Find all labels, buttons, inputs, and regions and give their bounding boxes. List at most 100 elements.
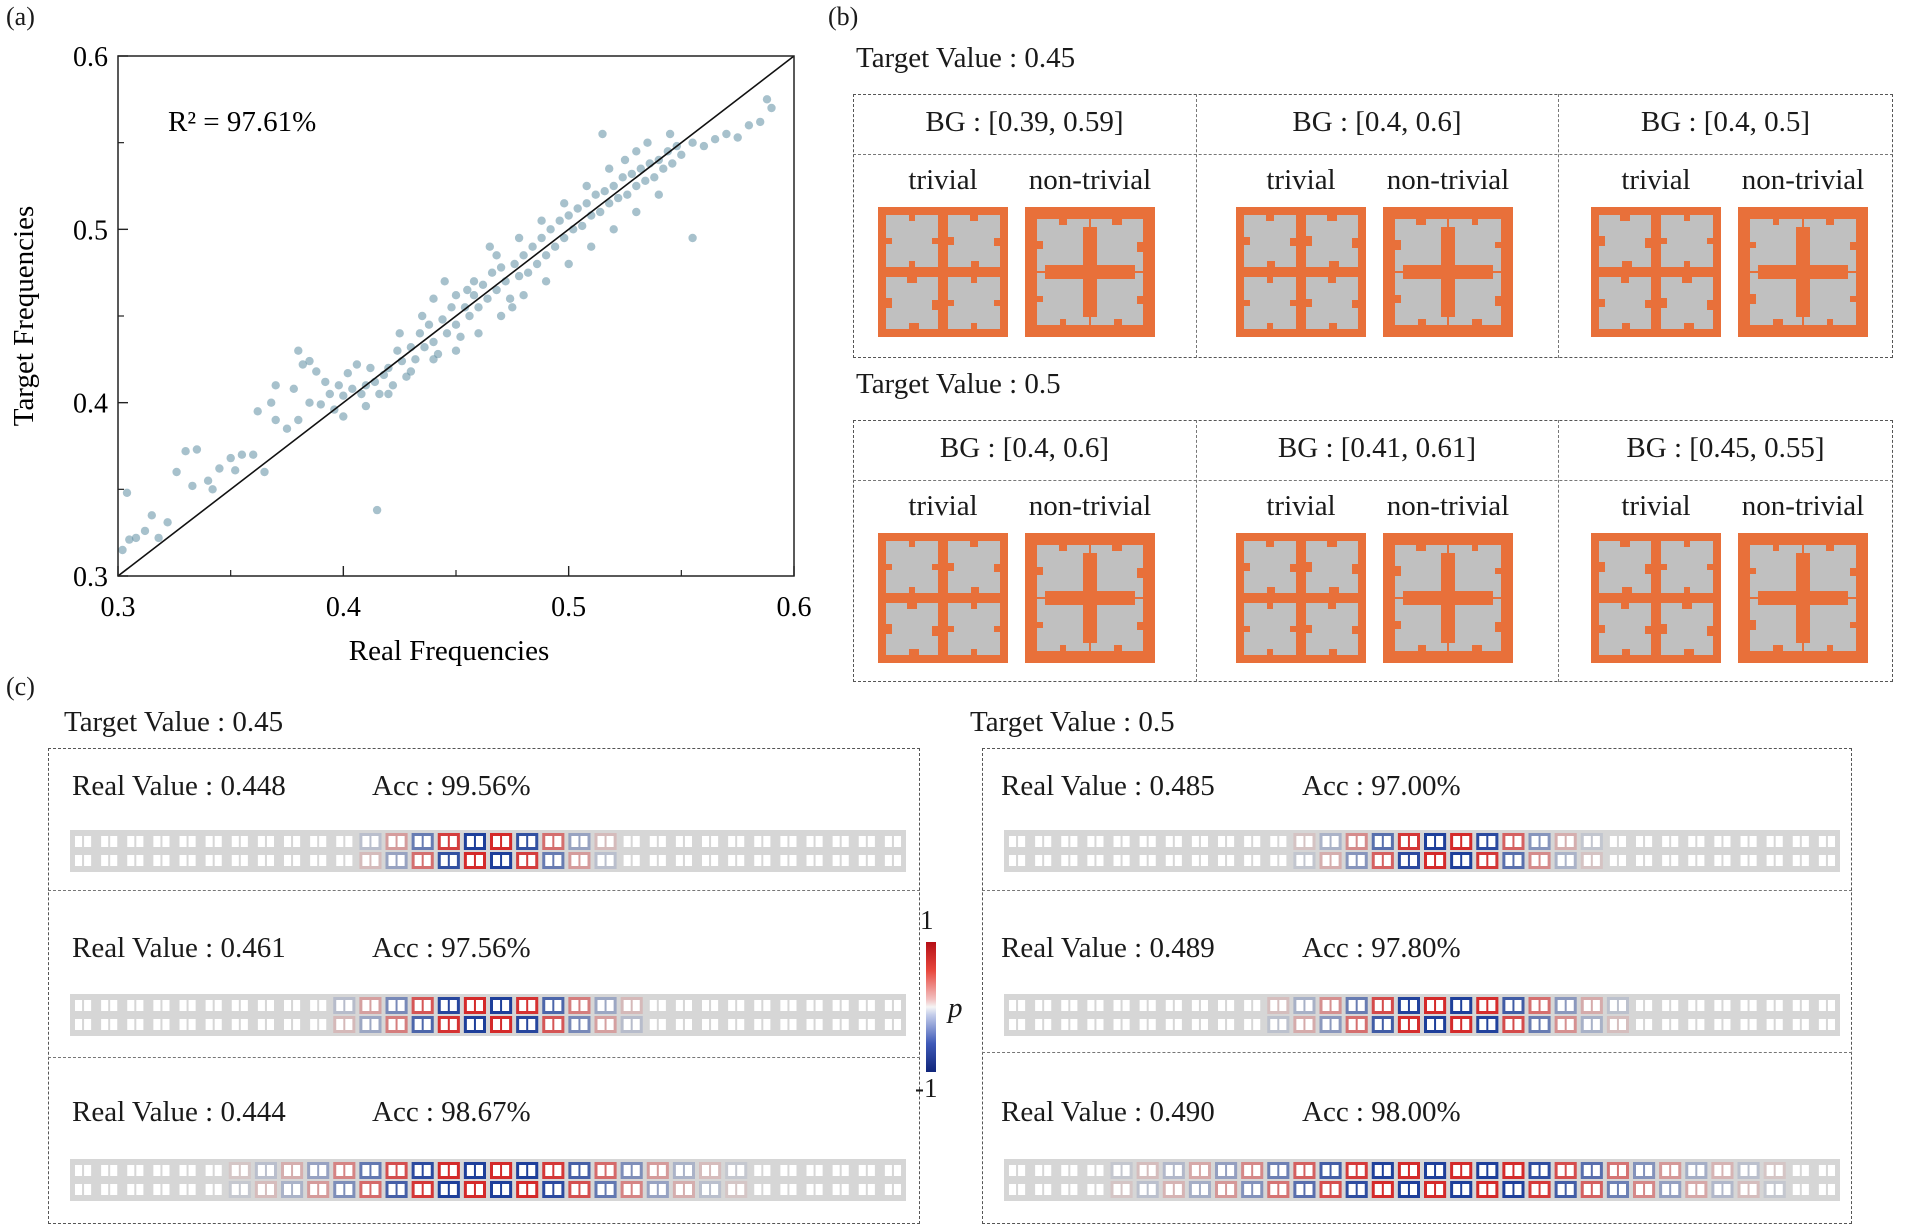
scatter-point: [393, 346, 402, 355]
scatter-point: [294, 415, 303, 425]
r2-annotation: R² = 97.61%: [168, 106, 316, 138]
scatter-point: [463, 285, 472, 295]
nontrivial-label: non-trivial: [1741, 490, 1865, 522]
scatter-point: [598, 129, 607, 139]
scatter-point: [744, 121, 754, 130]
scatter-point: [650, 173, 659, 182]
scatter-point: [710, 135, 720, 144]
nontrivial-label: non-trivial: [1741, 164, 1865, 196]
accuracy-label: Acc : 98.67%: [372, 1096, 531, 1128]
scatter-point: [514, 233, 524, 243]
scatter-point: [395, 329, 404, 338]
y-tick-label: 0.6: [73, 42, 108, 73]
scatter-point: [514, 271, 524, 281]
scatter-point: [366, 363, 375, 373]
scatter-point: [508, 303, 517, 312]
scatter-point: [668, 159, 677, 168]
trivial-label: trivial: [908, 490, 978, 522]
scatter-point: [636, 164, 645, 173]
scatter-point: [641, 176, 650, 185]
panel-label-b: (b): [828, 2, 859, 31]
scatter-point: [352, 360, 362, 369]
scatter-point: [699, 141, 709, 151]
scatter-point: [505, 294, 515, 303]
panel-b-box: [853, 420, 1893, 682]
colorbar: [926, 942, 936, 1072]
nontrivial-unit-cell: [1383, 533, 1513, 668]
scatter-point: [469, 291, 479, 300]
panel-c-divider: [48, 1057, 920, 1058]
scatter-point: [415, 329, 425, 338]
pressure-field-strip: [70, 830, 906, 877]
scatter-point: [659, 164, 668, 173]
scatter-point: [609, 181, 618, 191]
scatter-point: [519, 251, 528, 260]
scatter-point: [623, 190, 632, 199]
pressure-field-strip: [1004, 1159, 1840, 1206]
scatter-point: [600, 187, 609, 196]
trivial-unit-cell: [1236, 207, 1366, 342]
trivial-unit-cell: [1236, 533, 1366, 668]
real-value-label: Real Value : 0.461: [72, 932, 286, 964]
scatter-point: [474, 303, 483, 312]
scatter-chart: 0.3 0.4 0.5 0.6 0.3 0.4 0.5 0.6 R² = 97.61% Rea…: [8, 42, 812, 667]
scatter-point: [643, 138, 652, 147]
real-value-label: Real Value : 0.489: [1001, 932, 1215, 964]
panel-c-target-label: Target Value : 0.45: [64, 706, 284, 738]
scatter-point: [451, 346, 461, 355]
scatter-point: [372, 505, 382, 515]
scatter-point: [722, 129, 731, 139]
scatter-point: [560, 199, 569, 208]
scatter-point: [440, 277, 449, 286]
scatter-point: [334, 381, 343, 390]
scatter-point: [582, 199, 591, 208]
scatter-point: [208, 485, 217, 494]
real-value-label: Real Value : 0.448: [72, 770, 286, 802]
band-gap-label: BG : [0.4, 0.6]: [1292, 106, 1462, 138]
scatter-point: [591, 190, 600, 199]
y-tick-label: 0.3: [73, 562, 108, 593]
scatter-point: [305, 398, 314, 407]
x-axis-label: Real Frequencies: [349, 635, 550, 667]
scatter-point: [125, 535, 134, 544]
scatter-point: [492, 251, 501, 260]
scatter-point: [478, 280, 488, 289]
scatter-point: [587, 242, 596, 251]
scatter-point: [756, 117, 765, 127]
scatter-point: [537, 233, 546, 243]
scatter-point: [406, 367, 416, 376]
scatter-point: [451, 291, 461, 300]
trivial-unit-cell: [878, 533, 1008, 668]
scatter-point: [767, 103, 776, 113]
scatter-point: [294, 346, 303, 355]
colorbar-min: -1: [915, 1073, 938, 1103]
scatter-point: [321, 377, 330, 387]
scatter-point: [465, 311, 474, 321]
panel-c-divider: [48, 890, 920, 891]
panel-label-c: (c): [6, 672, 35, 701]
scatter-point: [375, 389, 384, 399]
scatter-point: [460, 303, 470, 312]
scatter-point: [620, 155, 630, 165]
y-tick-label: 0.5: [73, 215, 108, 246]
nontrivial-unit-cell: [1738, 207, 1868, 342]
pressure-field-strip: [1004, 830, 1840, 877]
scatter-point: [677, 150, 686, 159]
real-value-label: Real Value : 0.485: [1001, 770, 1215, 802]
scatter-point: [609, 225, 618, 234]
band-gap-label: BG : [0.39, 0.59]: [925, 106, 1124, 138]
scatter-point: [339, 391, 348, 400]
scatter-point: [627, 169, 636, 179]
scatter-point: [451, 320, 461, 329]
trivial-label: trivial: [1266, 164, 1336, 196]
scatter-point: [469, 277, 479, 286]
scatter-point: [546, 225, 555, 234]
nontrivial-unit-cell: [1025, 207, 1155, 342]
scatter-point: [532, 259, 542, 269]
axis-ticks: 0.3 0.4 0.5 0.6 0.3 0.4 0.5 0.6: [73, 42, 812, 623]
scatter-point: [267, 398, 276, 407]
panel-c-divider: [982, 890, 1852, 891]
nontrivial-label: non-trivial: [1386, 490, 1510, 522]
scatter-point: [442, 329, 452, 338]
panel-c-box: [48, 748, 920, 1224]
